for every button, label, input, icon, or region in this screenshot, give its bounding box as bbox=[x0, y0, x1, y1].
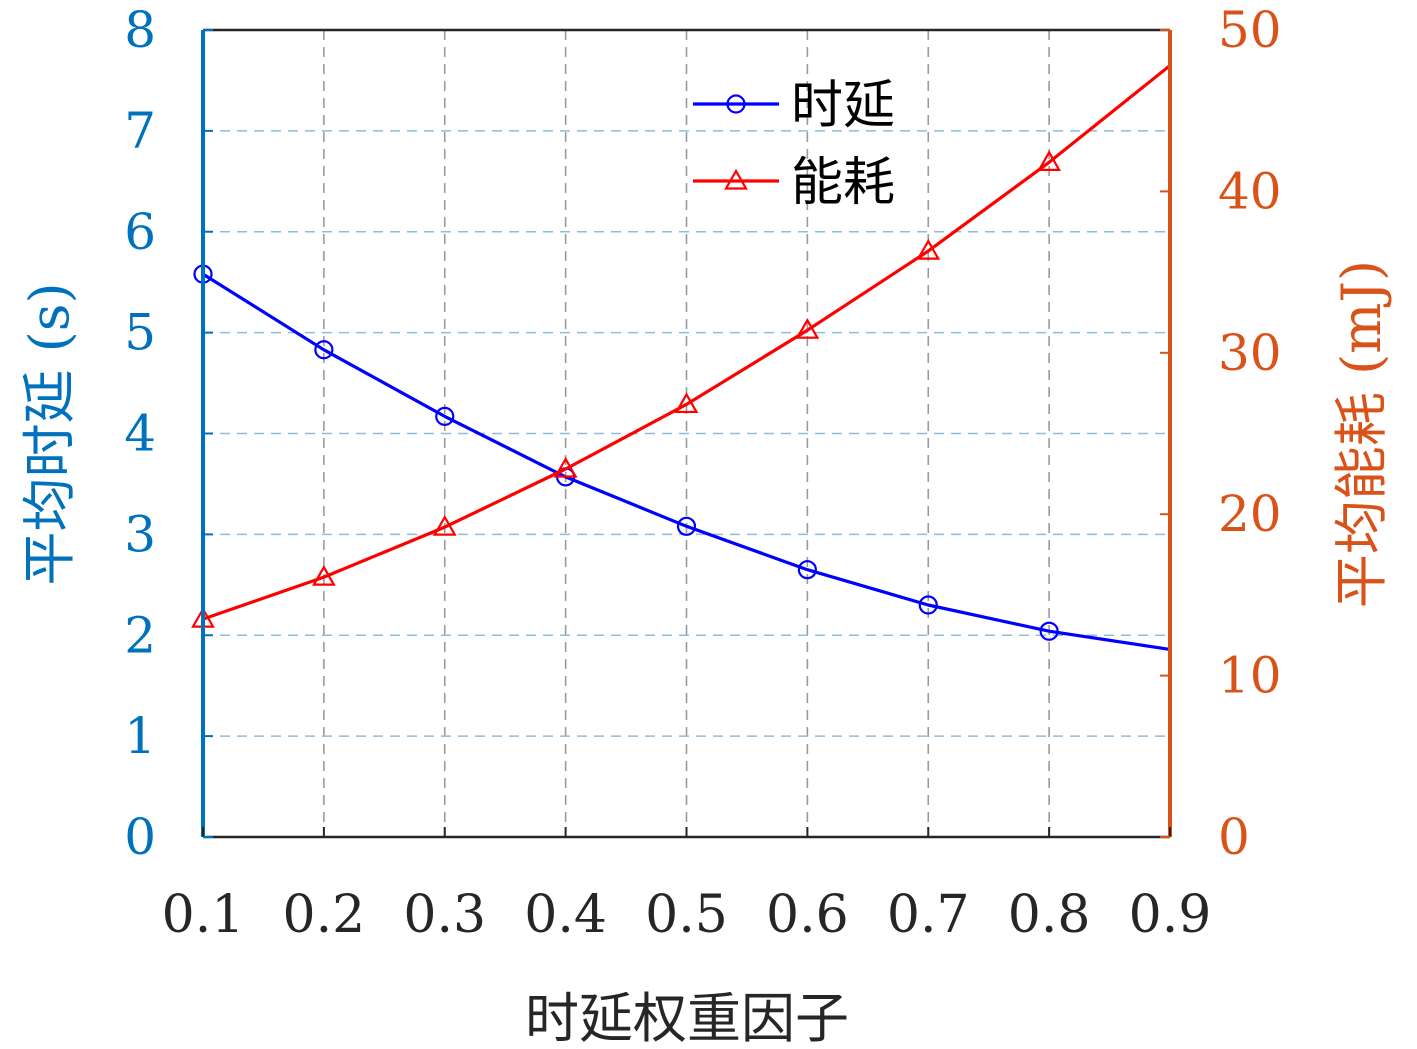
x-tick-label: 0.1 bbox=[162, 885, 245, 945]
y-left-tick-label: 1 bbox=[124, 707, 156, 765]
x-tick-label: 0.7 bbox=[887, 885, 970, 945]
y-right-tick-label: 10 bbox=[1218, 647, 1282, 705]
legend-label: 能耗 bbox=[791, 153, 895, 213]
tick-layer: 0.1 0.2 0.3 0.4 0.5 0.6 0.7 0.8 0.90123456780102… bbox=[124, 1, 1281, 945]
series-line-2 bbox=[202, 64, 1172, 621]
data-point bbox=[916, 238, 941, 260]
x-tick-label: 0.8 bbox=[1008, 885, 1091, 945]
y-axis-left-label: 平均时延 (s) bbox=[18, 282, 81, 585]
y-left-tick-label: 5 bbox=[124, 304, 156, 362]
data-point bbox=[311, 564, 336, 586]
y-right-tick-label: 40 bbox=[1218, 162, 1282, 220]
legend-label: 时延 bbox=[791, 76, 895, 136]
series-layer bbox=[191, 64, 1172, 651]
y-right-tick-label: 50 bbox=[1218, 1, 1282, 59]
x-tick-label: 0.5 bbox=[645, 885, 728, 945]
y-left-tick-label: 4 bbox=[124, 405, 156, 463]
y-right-tick-label: 20 bbox=[1218, 485, 1282, 543]
x-tick-label: 0.3 bbox=[403, 885, 486, 945]
y-left-tick-label: 0 bbox=[124, 808, 156, 866]
data-point bbox=[795, 317, 820, 339]
y-right-tick-label: 30 bbox=[1218, 324, 1282, 382]
data-point bbox=[797, 560, 817, 580]
legend-marker bbox=[726, 94, 746, 114]
data-point bbox=[432, 514, 457, 536]
data-point bbox=[918, 595, 938, 615]
data-point bbox=[553, 456, 578, 478]
x-tick-label: 0.2 bbox=[283, 885, 366, 945]
y-left-tick-label: 7 bbox=[124, 102, 156, 160]
y-left-tick-label: 6 bbox=[124, 203, 156, 261]
x-tick-label: 0.9 bbox=[1129, 885, 1212, 945]
data-point bbox=[674, 392, 699, 414]
y-axis-right-label: 平均能耗 (mJ) bbox=[1330, 260, 1393, 608]
legend-marker bbox=[724, 168, 748, 190]
y-left-tick-label: 3 bbox=[124, 505, 156, 563]
y-left-tick-label: 8 bbox=[124, 1, 156, 59]
grid bbox=[203, 30, 1170, 837]
data-point bbox=[1039, 621, 1059, 641]
x-axis-label: 时延权重因子 bbox=[525, 987, 849, 1049]
x-tick-label: 0.4 bbox=[524, 885, 607, 945]
data-point bbox=[314, 340, 334, 360]
y-right-tick-label: 0 bbox=[1218, 808, 1250, 866]
series-line-1 bbox=[202, 272, 1171, 651]
x-tick-label: 0.6 bbox=[766, 885, 849, 945]
data-point bbox=[676, 516, 697, 536]
y-left-tick-label: 2 bbox=[124, 606, 156, 664]
data-point bbox=[435, 406, 455, 426]
data-point bbox=[1037, 150, 1062, 171]
